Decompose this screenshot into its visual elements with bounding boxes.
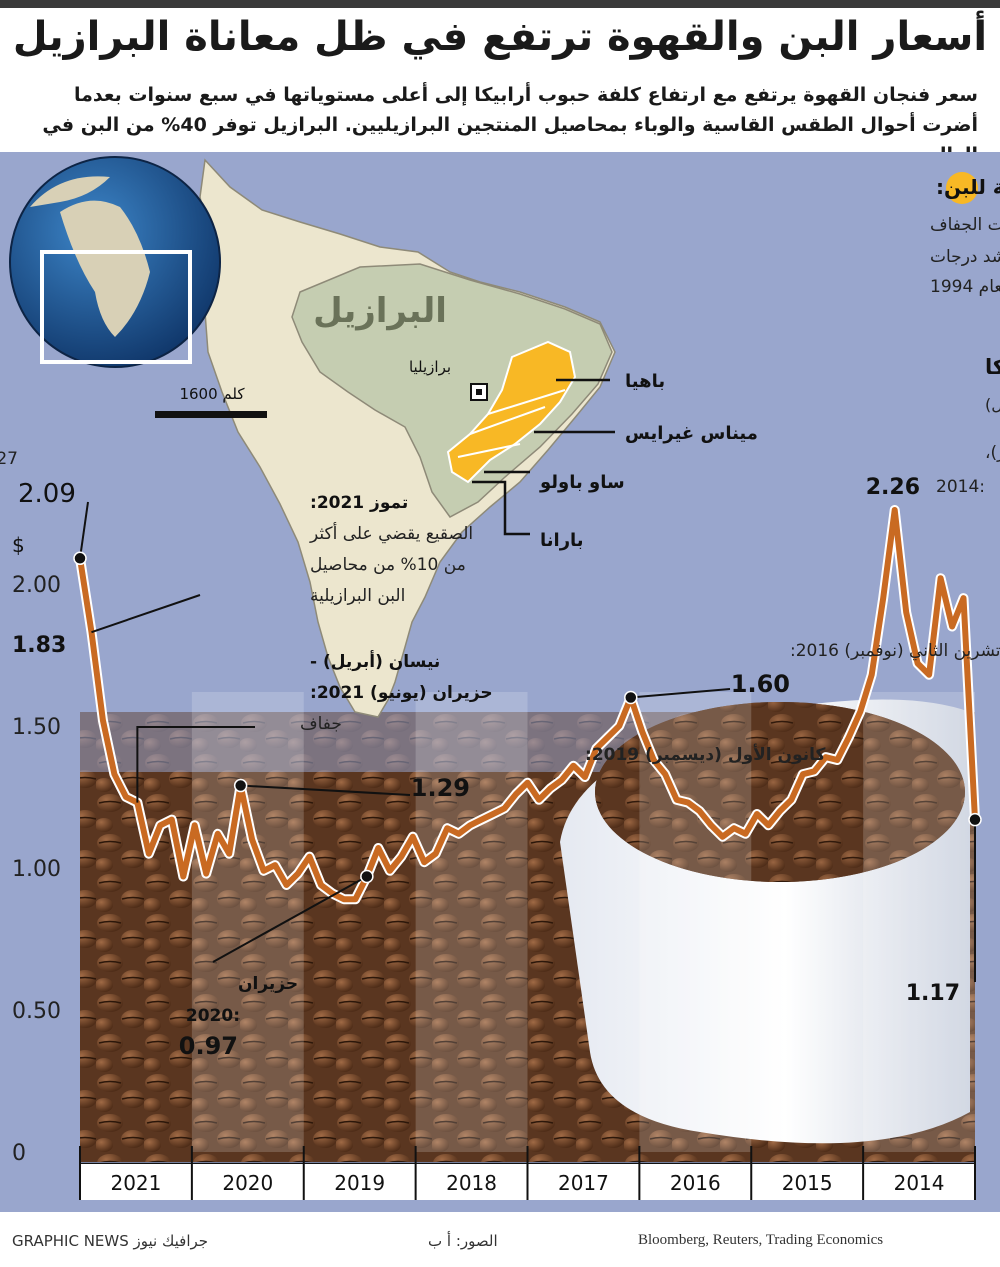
end-value-label: 1.17 xyxy=(906,981,960,1006)
state-minas-gerais: ميناس غيرايس xyxy=(625,423,758,444)
page-title: أسعار البن والقهوة ترتفع في ظل معاناة ال… xyxy=(12,14,988,60)
nov2016-value: 1.60 xyxy=(731,670,790,698)
jun2020-date: حزيران xyxy=(238,974,298,994)
legend-text-3: الصقيع منذ العام 1994 xyxy=(930,277,1000,297)
peak-2014-date: تشرين الأول (أكتوبر)، xyxy=(985,441,1000,463)
price-line xyxy=(77,507,978,903)
peak-2014-year: 2014: xyxy=(936,477,985,497)
leader-point-nov-2016 xyxy=(630,688,731,699)
south-america-map xyxy=(155,158,616,718)
country-label: البرازيل xyxy=(313,291,447,331)
point-latest xyxy=(968,812,982,827)
text-layer: البرازيل برازيليا 1600 كلم باهيا ميناس غ… xyxy=(0,175,1000,1060)
globe-inset xyxy=(9,156,221,368)
year-band-2018 xyxy=(415,692,528,1152)
legend-dot xyxy=(946,172,978,204)
point-jul-2021 xyxy=(73,551,87,566)
y-tick-label: 0.50 xyxy=(12,999,61,1024)
chart-title: مستقبل قهوة أرابيكا xyxy=(985,352,1000,379)
coffee-beans-photo xyxy=(80,699,975,1162)
jun2020-year: 2020: xyxy=(186,1006,240,1026)
start-value-label: 1.83 xyxy=(12,633,66,658)
footer-credit-left: GRAPHIC NEWS جرافيك نيوز xyxy=(12,1232,209,1250)
legend-title: الولايات البرازيلية الرئيسية المنتجة للب… xyxy=(936,175,1000,199)
subtitle-line-2: أضرت أحوال الطقس القاسية والوباء بمحاصيل… xyxy=(42,114,978,166)
scale-bar xyxy=(155,411,267,418)
leader-point-dec-2019 xyxy=(240,784,411,796)
brazil-shape xyxy=(291,263,613,518)
y-axis: 2.00 1.50 1.00 0.50 0 xyxy=(12,573,61,1166)
frost-title: تموز 2021: xyxy=(310,493,408,513)
y-tick-label: 1.50 xyxy=(12,715,61,740)
legend-text-2: منذ عقود، تلتها أشد درجات xyxy=(930,245,1000,267)
x-tick-label-2015: 2015 xyxy=(782,1171,833,1195)
legend-text-1: تعرضت لمزيج من أسوأ حالات الجفاف xyxy=(930,213,1000,235)
page-subtitle: سعر فنجان القهوة يرتفع مع ارتفاع كلفة حب… xyxy=(18,80,978,170)
x-tick-label-2014: 2014 xyxy=(894,1171,945,1195)
chart-svg: 2.001.501.000.500 2021 2020 2019 2018 2017 20… xyxy=(0,156,1000,1200)
frost-line-1: الصقيع يقضي على أكثر xyxy=(309,522,473,544)
leader-frost xyxy=(91,594,201,634)
y-tick-label: 0 xyxy=(12,1141,26,1166)
point-jun-2020 xyxy=(360,869,374,884)
frost-line-2: من 10% من محاصيل xyxy=(310,555,466,575)
frost-line-3: البن البرازيلية xyxy=(310,586,405,606)
state-bahia: باهيا xyxy=(625,371,665,392)
y-tick-label: 1.00 xyxy=(12,857,61,882)
x-tick-label-2016: 2016 xyxy=(670,1171,721,1195)
point-dec-2019 xyxy=(233,778,248,793)
footer-sources: Bloomberg, Reuters, Trading Economics xyxy=(638,1232,884,1248)
subtitle-line-1: سعر فنجان القهوة يرتفع مع ارتفاع كلفة حب… xyxy=(74,84,978,106)
drought-title-1: نيسان (أبريل) - xyxy=(310,650,440,672)
state-sao-paulo: ساو باولو xyxy=(539,472,625,493)
x-tick-label-2020: 2020 xyxy=(222,1171,273,1195)
y-tick-label: 2.00 xyxy=(12,573,61,598)
scale-label: 1600 كلم xyxy=(179,385,245,403)
price-line-layer xyxy=(75,505,980,905)
peak-2014-value: 2.26 xyxy=(866,475,920,500)
x-tick-label-2018: 2018 xyxy=(446,1171,497,1195)
leader-point-jun-2020 xyxy=(212,875,368,963)
drought-text: جفاف xyxy=(300,714,342,734)
footer-credit-middle: الصور: أ ب xyxy=(428,1232,498,1250)
producing-states xyxy=(446,340,577,484)
leader-point-jul-2021 xyxy=(79,501,89,559)
year-band-2014 xyxy=(863,692,975,1152)
x-tick-label-2019: 2019 xyxy=(334,1171,385,1195)
drought-title-2: حزيران (يونيو) 2021: xyxy=(310,683,493,703)
continent-land xyxy=(199,158,616,718)
y-unit-symbol: $ xyxy=(12,533,25,557)
dec2019-value: 1.29 xyxy=(411,774,470,802)
annotation-leaders xyxy=(73,501,982,982)
x-tick-label-2017: 2017 xyxy=(558,1171,609,1195)
point-nov-2016 xyxy=(624,690,638,705)
nov2016-date: تشرين الثاني (نوفمبر) 2016: xyxy=(790,641,1000,661)
state-parana: بارانا xyxy=(540,530,584,551)
jul2021-date: 27 تموز (يوليو) 2021: xyxy=(0,449,18,469)
leader-drought xyxy=(136,726,255,803)
graphic-panel: 2.00 1.50 1.00 0.50 0 2021 2020 2019 2018 2017 20… xyxy=(0,152,1000,1212)
x-tick-label-2021: 2021 xyxy=(110,1171,161,1195)
chart-unit: (دولار أميركي للرطل) xyxy=(985,394,1000,415)
jul2021-value: 2.09 xyxy=(18,479,76,509)
top-rule xyxy=(0,0,1000,8)
capital-label: برازيليا xyxy=(409,358,451,376)
x-axis: 2021 2020 2019 2018 2017 2016 2015 2014 xyxy=(79,1146,976,1200)
jun2020-value: 0.97 xyxy=(179,1032,238,1060)
dec2019-date: كانون الأول (ديسمبر) 2019: xyxy=(585,744,825,765)
